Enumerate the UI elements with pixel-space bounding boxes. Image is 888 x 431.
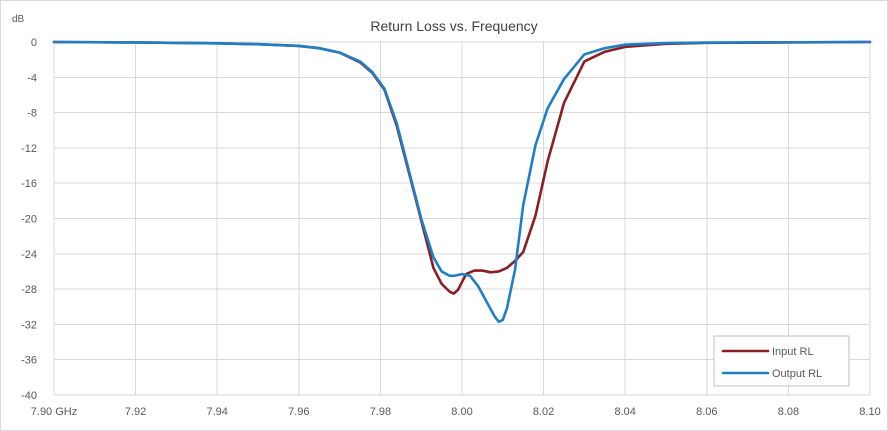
y-tick-label: -40	[21, 390, 37, 402]
y-tick-label: -16	[21, 178, 37, 190]
x-tick-label: 7.92	[125, 406, 146, 418]
series-layer	[52, 40, 872, 324]
y-tick-label: -12	[21, 143, 37, 155]
x-tick-label: 8.10	[859, 406, 880, 418]
x-tick-label: 7.96	[288, 406, 309, 418]
x-tick-label: 7.98	[370, 406, 391, 418]
series-output-rl	[52, 40, 872, 324]
y-tick-label: -4	[27, 72, 37, 84]
axis-layer: 7.90 GHz 7.92 7.94 7.96 7.98 8.00 8.02 8.04 8.06…	[21, 37, 881, 418]
x-tick-label: 8.00	[451, 406, 472, 418]
y-tick-label: 0	[31, 37, 37, 49]
y-tick-label: -8	[27, 108, 37, 120]
x-tick-label: 8.02	[533, 406, 554, 418]
x-tick-label: 8.08	[778, 406, 799, 418]
x-tick-label: 7.94	[206, 406, 227, 418]
y-tick-label: -36	[21, 355, 37, 367]
y-tick-label: -28	[21, 284, 37, 296]
y-axis-label: dB	[12, 14, 25, 25]
y-tick-label: -20	[21, 214, 37, 226]
legend-label-input-rl: Input RL	[772, 346, 814, 358]
y-tick-label: -32	[21, 319, 37, 331]
legend-box	[713, 335, 850, 387]
x-tick-label: 7.90 GHz	[31, 406, 77, 418]
legend-label-output-rl: Output RL	[772, 368, 822, 380]
chart-title: Return Loss vs. Frequency	[370, 18, 537, 34]
legend: Input RL Output RL	[713, 335, 850, 387]
y-tick-label: -24	[21, 249, 37, 261]
x-tick-label: 8.04	[614, 406, 635, 418]
x-tick-label: 8.06	[696, 406, 717, 418]
